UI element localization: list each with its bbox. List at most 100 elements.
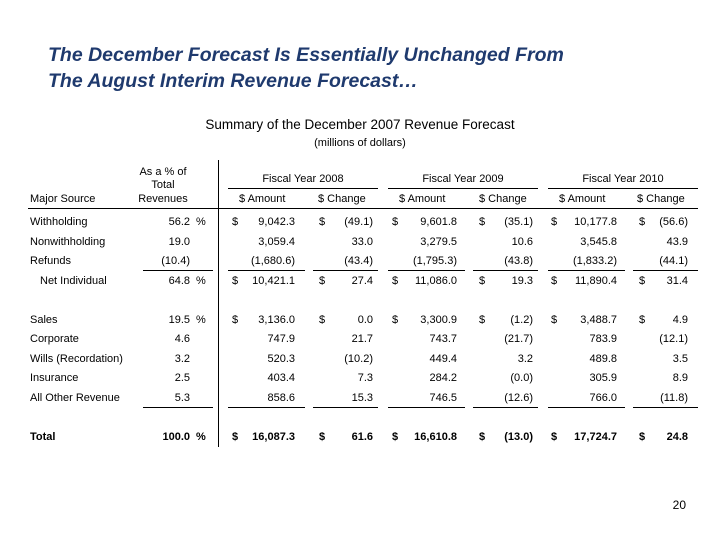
cell-source: Nonwithholding [30, 236, 106, 248]
slide-title: The December Forecast Is Essentially Unc… [48, 42, 688, 94]
cell-pct: 4.6 [174, 333, 190, 345]
cell-d3: $ [392, 275, 399, 287]
cell-c10: (56.6) [659, 216, 688, 228]
cell-a09: 743.7 [429, 333, 457, 345]
cell-c08: 0.0 [357, 314, 373, 326]
slide-title-line-2: The August Interim Revenue Forecast… [48, 70, 418, 92]
subtotal-rule-c09 [473, 270, 538, 271]
cell-c10: 4.9 [672, 314, 688, 326]
cell-a10: 489.8 [589, 353, 617, 365]
cell-pct: 56.2 [168, 216, 190, 228]
cell-a10: (1,833.2) [572, 255, 617, 267]
cell-a10: 3,488.7 [580, 314, 617, 326]
cell-c10: 31.4 [666, 275, 688, 287]
total-rule-c09 [473, 407, 538, 408]
cell-pct: 64.8 [168, 275, 190, 287]
cell-d5: $ [551, 314, 558, 326]
cell-c08: 7.3 [357, 372, 373, 384]
cell-c09: (1.2) [510, 314, 533, 326]
subtotal-rule-pct [143, 270, 213, 271]
total-rule-c10 [633, 407, 698, 408]
cell-c10: (44.1) [659, 255, 688, 267]
cell-c10: (12.1) [659, 333, 688, 345]
cell-d1: $ [232, 275, 239, 287]
cell-c08: (10.2) [344, 353, 373, 365]
page-number: 20 [672, 498, 686, 512]
cell-c09: 3.2 [517, 353, 533, 365]
subtotal-rule-c08 [313, 270, 378, 271]
fy2009-underline [388, 188, 538, 189]
cell-c09: (21.7) [504, 333, 533, 345]
cell-d2: $ [319, 216, 326, 228]
cell-a09: 746.5 [429, 392, 457, 404]
subtotal-rule-c10 [633, 270, 698, 271]
header-bottom-rule [28, 208, 698, 209]
cell-source: All Other Revenue [30, 392, 120, 404]
cell-pct: 19.0 [168, 236, 190, 248]
table-units: (millions of dollars) [314, 137, 406, 149]
cell-d2: $ [319, 275, 326, 287]
cell-c10: 3.5 [672, 353, 688, 365]
cell-d4: $ [479, 216, 486, 228]
cell-pct: 3.2 [174, 353, 190, 365]
cell-a08: 858.6 [267, 392, 295, 404]
cell-a10: 17,724.7 [574, 431, 617, 443]
header-pct-line-2: Total [151, 179, 175, 191]
cell-a10: 10,177.8 [574, 216, 617, 228]
cell-c09: (0.0) [510, 372, 533, 384]
cell-a09: (1,795.3) [412, 255, 457, 267]
cell-source: Corporate [30, 333, 79, 345]
cell-c10: 24.8 [666, 431, 688, 443]
vertical-divider [218, 160, 219, 447]
cell-c09: (13.0) [504, 431, 533, 443]
cell-a08: 520.3 [267, 353, 295, 365]
cell-c08: 61.6 [351, 431, 373, 443]
cell-c09: (35.1) [504, 216, 533, 228]
table-subtitle: Summary of the December 2007 Revenue For… [205, 117, 515, 132]
subtotal-rule-a09 [388, 270, 465, 271]
cell-c08: 27.4 [351, 275, 373, 287]
cell-d6: $ [639, 314, 646, 326]
cell-pct: 5.3 [174, 392, 190, 404]
total-rule-pct [143, 407, 213, 408]
cell-a10: 11,890.4 [574, 275, 617, 287]
cell-a09: 284.2 [429, 372, 457, 384]
cell-d1: $ [232, 431, 239, 443]
cell-a09: 3,300.9 [420, 314, 457, 326]
cell-a08: 9,042.3 [258, 216, 295, 228]
cell-a09: 11,086.0 [414, 275, 457, 287]
header-change-2010: $ Change [637, 193, 685, 205]
fy2010-underline [548, 188, 698, 189]
cell-c08: 33.0 [351, 236, 373, 248]
cell-c09: 10.6 [511, 236, 533, 248]
total-rule-a10 [548, 407, 625, 408]
cell-source: Withholding [30, 216, 88, 228]
cell-a10: 3,545.8 [580, 236, 617, 248]
cell-c10: 8.9 [672, 372, 688, 384]
cell-pctsign: % [196, 216, 206, 228]
cell-d6: $ [639, 275, 646, 287]
cell-c08: (49.1) [344, 216, 373, 228]
cell-d2: $ [319, 431, 326, 443]
cell-c09: (43.8) [504, 255, 533, 267]
header-major-source: Major Source [30, 193, 96, 205]
cell-c10: 43.9 [666, 236, 688, 248]
cell-c08: 15.3 [351, 392, 373, 404]
slide-title-line-1: The December Forecast Is Essentially Unc… [48, 44, 564, 66]
cell-c09: 19.3 [511, 275, 533, 287]
cell-a08: 3,136.0 [258, 314, 295, 326]
cell-a10: 783.9 [589, 333, 617, 345]
cell-a10: 766.0 [589, 392, 617, 404]
cell-a09: 16,610.8 [414, 431, 457, 443]
cell-pct: 100.0 [162, 431, 190, 443]
cell-d3: $ [392, 314, 399, 326]
cell-a08: 747.9 [267, 333, 295, 345]
cell-d4: $ [479, 314, 486, 326]
cell-c09: (12.6) [504, 392, 533, 404]
cell-a09: 3,279.5 [420, 236, 457, 248]
cell-pct: 19.5 [168, 314, 190, 326]
cell-a08: (1,680.6) [250, 255, 295, 267]
subtotal-rule-a10 [548, 270, 625, 271]
cell-d1: $ [232, 314, 239, 326]
